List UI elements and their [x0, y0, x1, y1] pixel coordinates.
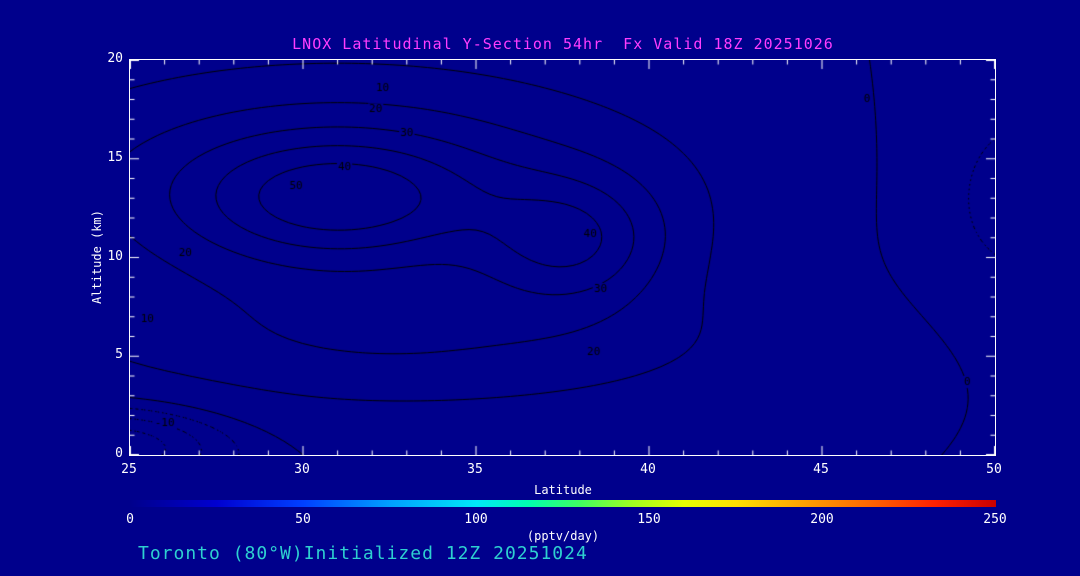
- colorbar-tick-label: 250: [983, 512, 1007, 527]
- colorbar: [130, 500, 996, 507]
- x-axis-title: Latitude: [534, 483, 592, 497]
- contour-canvas: [130, 60, 995, 455]
- y-tick-label: 10: [107, 248, 123, 264]
- colorbar-tick-label: 150: [637, 512, 661, 527]
- run-caption: Toronto (80°W)Initialized 12Z 20251024: [138, 543, 588, 564]
- colorbar-tick-label: 100: [464, 512, 488, 527]
- x-tick-label: 25: [121, 462, 137, 477]
- y-tick-label: 0: [115, 446, 123, 461]
- x-tick-label: 30: [294, 462, 310, 477]
- y-tick-label: 20: [107, 51, 123, 66]
- x-tick-label: 40: [640, 462, 656, 477]
- colorbar-tick-label: 200: [810, 512, 834, 527]
- y-tick-label: 15: [107, 149, 123, 165]
- x-tick-label: 35: [467, 462, 483, 477]
- x-tick-label: 45: [813, 462, 829, 477]
- chart-title: LNOX Latitudinal Y-Section 54hr Fx Valid…: [292, 35, 834, 53]
- plot-frame: [129, 59, 996, 456]
- y-tick-label: 5: [115, 347, 123, 363]
- colorbar-tick-label: 50: [295, 512, 311, 527]
- colorbar-tick-label: 0: [126, 512, 134, 527]
- x-tick-label: 50: [986, 462, 1002, 477]
- colorbar-units: (pptv/day): [526, 529, 600, 543]
